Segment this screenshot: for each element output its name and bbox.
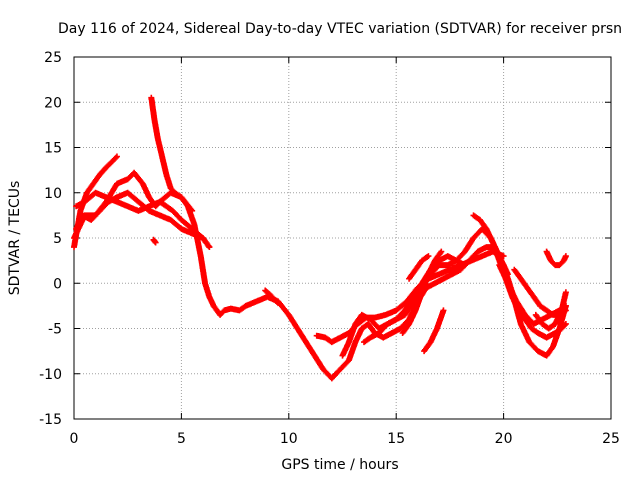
series-markers: [313, 248, 507, 346]
y-tick-label: -10: [39, 367, 62, 383]
series-markers: [406, 253, 432, 282]
data-points: [71, 94, 569, 382]
series-track-19: [532, 289, 569, 332]
x-tick-label: 20: [495, 431, 513, 447]
y-tick-label: -15: [39, 412, 62, 428]
y-tick-label: 10: [44, 186, 62, 202]
series-track-20: [543, 248, 569, 269]
series-markers: [262, 287, 282, 307]
x-tick-label: 10: [280, 431, 298, 447]
series-track-12: [399, 248, 445, 336]
y-tick-label: 20: [44, 95, 62, 111]
series-track-8: [313, 248, 507, 346]
x-tick-label: 25: [602, 431, 620, 447]
x-tick-label: 5: [177, 431, 186, 447]
y-tick-label: 5: [53, 231, 62, 247]
series-track-5: [148, 94, 340, 382]
x-tick-label: 0: [70, 431, 79, 447]
series-track-6: [150, 236, 159, 246]
y-tick-label: 25: [44, 50, 62, 66]
series-markers: [532, 289, 569, 332]
y-tick-label: -5: [48, 322, 62, 338]
y-tick-label: 15: [44, 141, 62, 157]
x-tick-label: 15: [387, 431, 405, 447]
series-markers: [150, 236, 159, 246]
series-track-14: [421, 307, 447, 355]
series-track-7: [262, 287, 282, 307]
axis-ticks: 0 5 10 15 20 25 -15 -10 -5 0 5 10 15 20 25: [39, 50, 620, 447]
y-tick-label: 0: [53, 276, 62, 292]
x-axis-label: GPS time / hours: [281, 457, 398, 473]
series-markers: [543, 248, 569, 269]
series-track-13: [406, 253, 432, 282]
series-markers: [421, 307, 447, 355]
chart-title: Day 116 of 2024, Sidereal Day-to-day VTE…: [58, 21, 622, 37]
series-markers: [148, 94, 340, 382]
y-axis-label: SDTVAR / TECUs: [7, 181, 23, 296]
series-markers: [399, 248, 445, 336]
